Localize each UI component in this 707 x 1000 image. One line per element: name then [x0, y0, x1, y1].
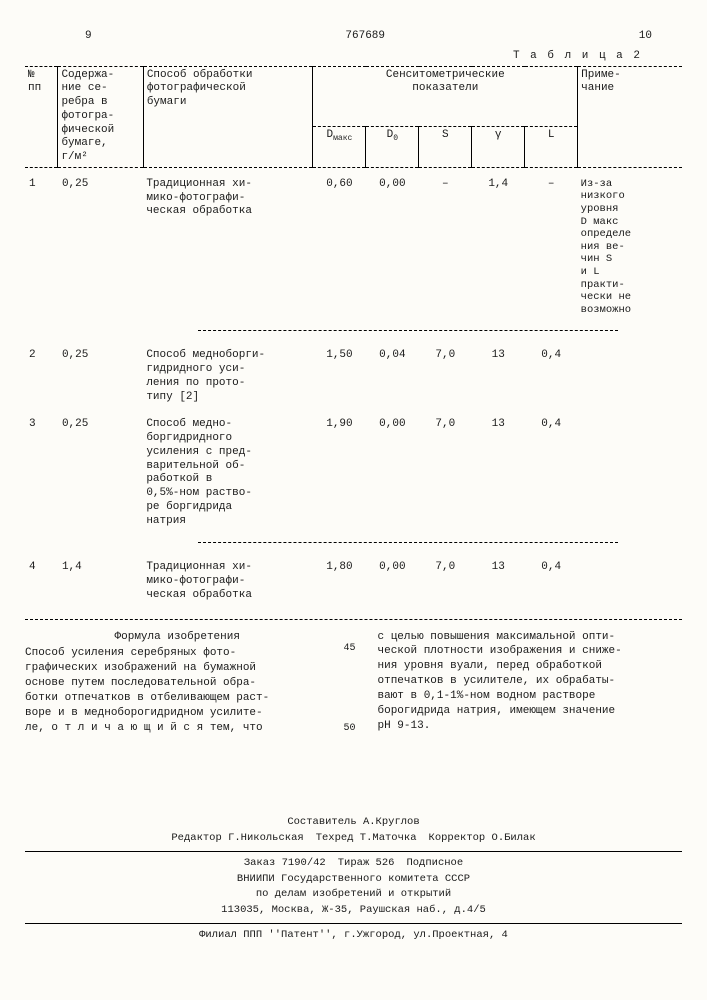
formula-section: Формула изобретения Способ усиления сере… — [25, 630, 682, 736]
formula-right-col: с целью повышения максимальной опти-ческ… — [378, 630, 683, 736]
footer-tirage: Тираж 526 — [338, 856, 395, 872]
cell-d0: 0,00 — [366, 551, 419, 606]
cell-d0: 0,04 — [366, 339, 419, 408]
cell-s: 7,0 — [419, 408, 472, 532]
cell-method: Способ медно-боргидридногоусиления с пре… — [143, 408, 313, 532]
cell-dmax: 1,50 — [313, 339, 366, 408]
cell-note — [578, 408, 682, 532]
line-45: 45 — [344, 642, 364, 656]
cell-n: 3 — [25, 408, 58, 532]
cell-gamma: 13 — [472, 408, 525, 532]
col-silver: Содержа-ние се-ребра вфотогра-фическойбу… — [58, 66, 143, 167]
table-row: 1 0,25 Традиционная хи-мико-фотографи-че… — [25, 167, 682, 320]
row-separator — [198, 328, 618, 331]
footer-editor: Редактор Г.Никольская — [171, 831, 303, 847]
table-row: 2 0,25 Способ медноборги-гидридного уси-… — [25, 339, 682, 408]
footer-branch: Филиал ППП ''Патент'', г.Ужгород, ул.Про… — [25, 928, 682, 944]
row-separator — [198, 540, 618, 543]
col-dmax: Dмакс — [313, 126, 366, 167]
cell-n: 4 — [25, 551, 58, 606]
page-right-num: 10 — [639, 30, 652, 44]
col-note: Приме-чание — [578, 66, 682, 167]
footer-techred: Техред Т.Маточка — [316, 831, 417, 847]
footer-corrector: Корректор О.Билак — [429, 831, 536, 847]
line-numbers: 45 50 — [344, 630, 364, 736]
cell-d0: 0,00 — [366, 408, 419, 532]
cell-dmax: 1,80 — [313, 551, 366, 606]
footer-compiler: Составитель А.Круглов — [25, 815, 682, 831]
cell-d0: 0,00 — [366, 167, 419, 320]
cell-n: 1 — [25, 167, 58, 320]
cell-s: 7,0 — [419, 551, 472, 606]
table-caption: Т а б л и ц а 2 — [25, 50, 682, 64]
cell-l: 0,4 — [525, 408, 578, 532]
cell-l: 0,4 — [525, 339, 578, 408]
footer-subscription: Подписное — [406, 856, 463, 872]
cell-method: Традиционная хи-мико-фотографи-ческая об… — [143, 551, 313, 606]
cell-l: – — [525, 167, 578, 320]
cell-dmax: 0,60 — [313, 167, 366, 320]
data-table: №пп Содержа-ние се-ребра вфотогра-фическ… — [25, 66, 682, 607]
cell-gamma: 1,4 — [472, 167, 525, 320]
page-header: 9 767689 10 — [25, 30, 682, 44]
cell-dmax: 1,90 — [313, 408, 366, 532]
cell-s: 7,0 — [419, 339, 472, 408]
cell-n: 2 — [25, 339, 58, 408]
col-l: L — [525, 126, 578, 167]
formula-left-text: Способ усиления серебряных фото-графичес… — [25, 647, 269, 733]
footer-org2: по делам изобретений и открытий — [25, 887, 682, 903]
footer-addr1: 113035, Москва, Ж-35, Раушская наб., д.4… — [25, 903, 682, 919]
cell-note: Из-занизкогоуровняD максопределения ве-ч… — [578, 167, 682, 320]
cell-s: – — [419, 167, 472, 320]
col-sens-group: Сенситометрическиепоказатели — [313, 66, 578, 126]
cell-silver: 0,25 — [58, 167, 143, 320]
table-row: 4 1,4 Традиционная хи-мико-фотографи-чес… — [25, 551, 682, 606]
col-method: Способ обработкифотографическойбумаги — [143, 66, 313, 167]
footer-rule — [25, 851, 682, 852]
cell-silver: 1,4 — [58, 551, 143, 606]
cell-silver: 0,25 — [58, 408, 143, 532]
cell-silver: 0,25 — [58, 339, 143, 408]
footer-order: Заказ 7190/42 — [244, 856, 326, 872]
formula-right-text: с целью повышения максимальной опти-ческ… — [378, 631, 622, 732]
footer-rule — [25, 923, 682, 924]
cell-method: Способ медноборги-гидридного уси-ления п… — [143, 339, 313, 408]
footer-org1: ВНИИПИ Государственного комитета СССР — [25, 872, 682, 888]
formula-left-col: Формула изобретения Способ усиления сере… — [25, 630, 330, 736]
col-number: №пп — [25, 66, 58, 167]
cell-gamma: 13 — [472, 339, 525, 408]
patent-number: 767689 — [92, 30, 639, 44]
page-left-num: 9 — [85, 30, 92, 44]
cell-gamma: 13 — [472, 551, 525, 606]
formula-title: Формула изобретения — [25, 630, 330, 645]
col-gamma: γ — [472, 126, 525, 167]
cell-l: 0,4 — [525, 551, 578, 606]
cell-method: Традиционная хи-мико-фотографи-ческая об… — [143, 167, 313, 320]
col-s: S — [419, 126, 472, 167]
cell-note — [578, 339, 682, 408]
table-row: 3 0,25 Способ медно-боргидридногоусилени… — [25, 408, 682, 532]
footer: Составитель А.Круглов Редактор Г.Никольс… — [25, 815, 682, 943]
line-50: 50 — [344, 722, 364, 736]
col-d0: D0 — [366, 126, 419, 167]
cell-note — [578, 551, 682, 606]
table-bottom-rule — [25, 619, 682, 620]
